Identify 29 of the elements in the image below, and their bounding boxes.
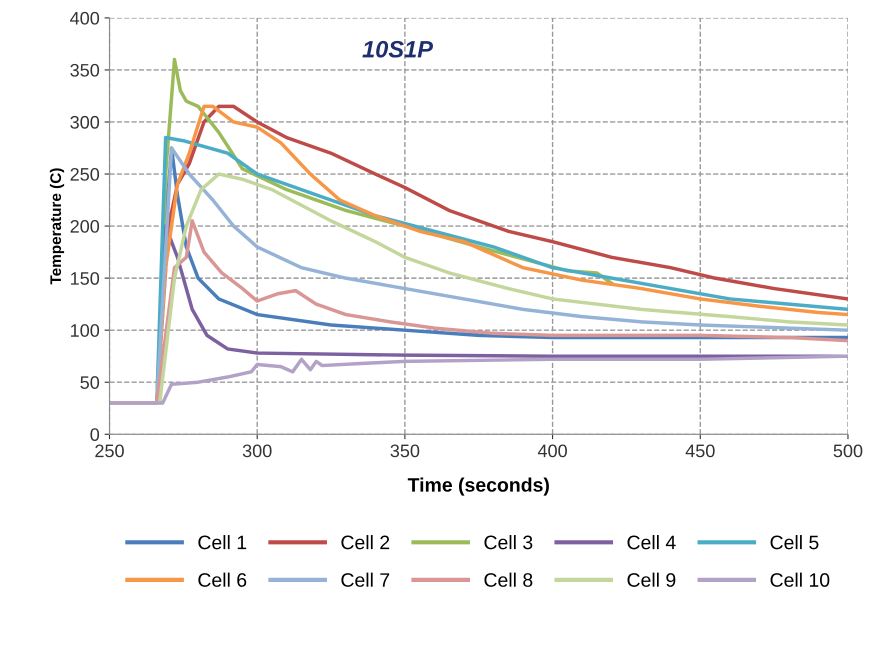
y-tick-label: 350 [70,64,100,77]
legend-label: Cell 1 [198,535,246,550]
text: 10S1P [362,40,433,58]
x-tick-label: 400 [538,444,567,458]
y-tick-label: 50 [80,376,100,389]
y-tick-label: 150 [71,272,100,285]
legend-label: Cell 10 [770,572,830,587]
x-tick-label: 500 [834,444,862,458]
legend-label: Cell 4 [628,535,676,550]
x-tick-label: 250 [95,444,124,458]
y-axis-title: Temperature (C) [50,168,64,284]
x-tick-label: 300 [242,444,272,458]
y-tick-label: 100 [71,324,100,337]
y-tick-label: 300 [70,116,100,129]
y-tick-label: 400 [70,12,100,25]
x-tick-label: 350 [390,444,420,458]
line-series [110,354,848,405]
legend-label: Cell 8 [484,572,532,587]
legend-label: Cell 9 [628,572,676,587]
legend-label: Cell 2 [341,535,390,550]
x-axis-title: Time (seconds) [408,477,549,496]
y-tick-label: 200 [70,220,100,233]
legend-label: Cell 3 [484,535,532,550]
legend-label: Cell 7 [341,572,390,587]
legend-label: Cell 5 [770,535,818,550]
y-tick-label: 0 [90,428,100,441]
x-tick-label: 450 [686,444,715,458]
legend-label: Cell 6 [198,572,246,587]
y-tick-label: 250 [70,168,100,181]
